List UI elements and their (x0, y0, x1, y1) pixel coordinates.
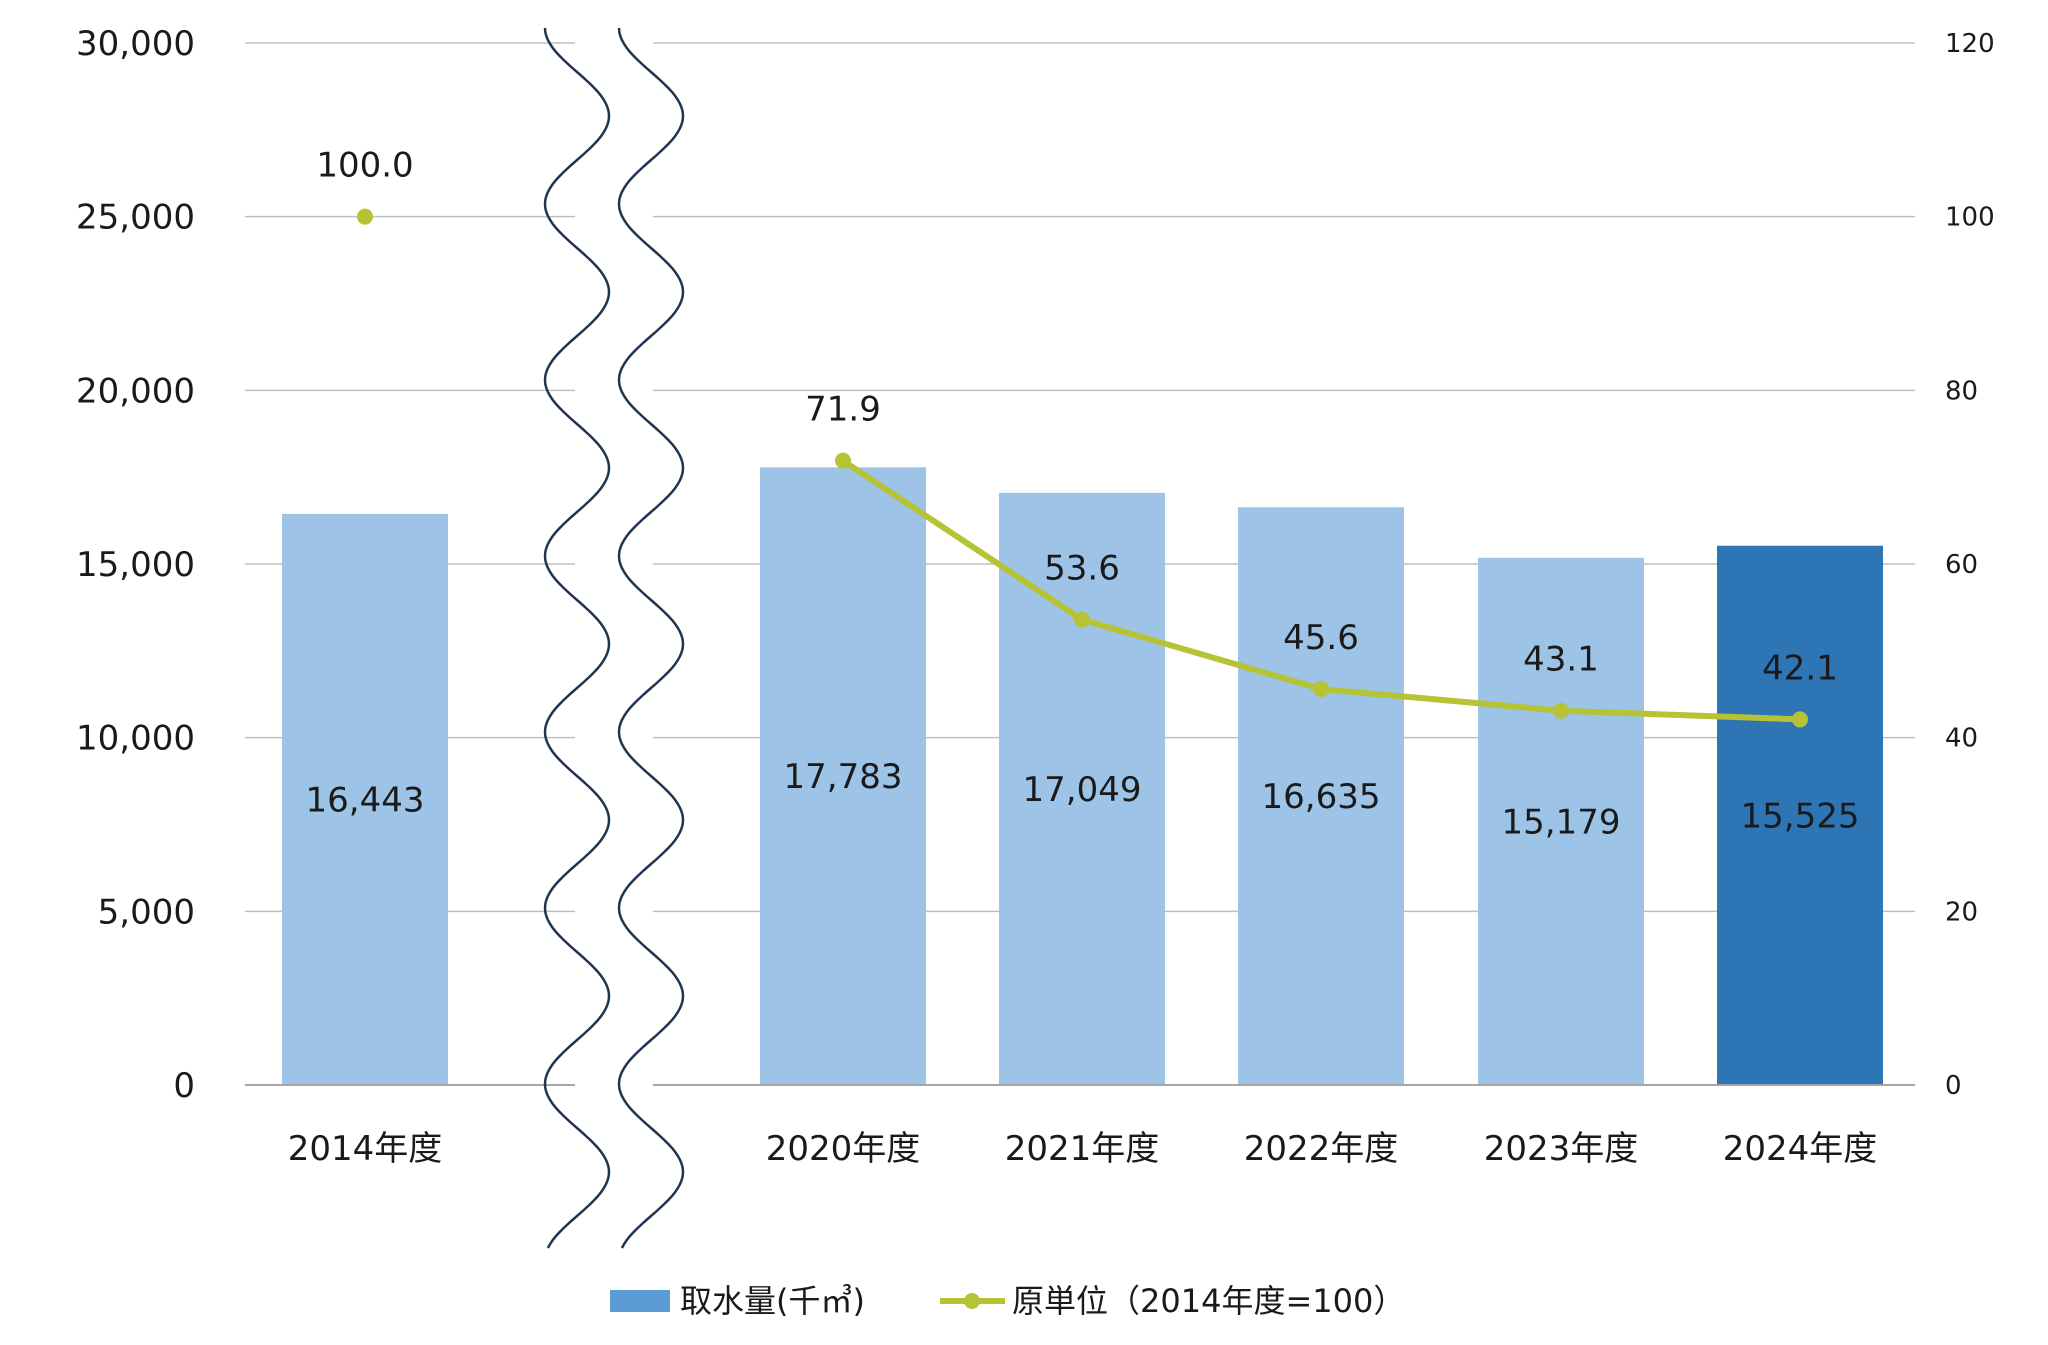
line-data-label: 100.0 (316, 146, 413, 186)
bar (999, 492, 1165, 1085)
y-right-tick-label: 20 (1945, 897, 1978, 927)
legend-swatch-marker (964, 1293, 980, 1309)
legend: 取水量(千㎥) 原単位（2014年度=100） (610, 1282, 1405, 1320)
y-left-tick-label: 30,000 (76, 24, 195, 64)
y-left-tick-label: 25,000 (76, 198, 195, 238)
y-left-tick-label: 10,000 (76, 719, 195, 759)
bar-series (282, 467, 1883, 1085)
line-marker (835, 452, 851, 469)
x-tick-label: 2022年度 (1244, 1129, 1399, 1169)
bar-data-label: 16,635 (1262, 777, 1381, 817)
bar-data-label: 15,525 (1741, 796, 1860, 836)
y-left-tick-label: 20,000 (76, 371, 195, 411)
y-left-tick-label: 0 (173, 1066, 195, 1106)
bar (1238, 507, 1404, 1085)
axis-break (543, 27, 685, 1249)
y-right-tick-label: 100 (1945, 203, 1995, 233)
legend-label-line: 原単位（2014年度=100） (1012, 1282, 1405, 1320)
line-marker (1313, 681, 1329, 698)
bar-data-label: 15,179 (1502, 802, 1621, 842)
y-left-tick-label: 15,000 (76, 545, 195, 585)
line-series (357, 208, 1808, 728)
x-tick-label: 2020年度 (766, 1129, 921, 1169)
line-marker (357, 208, 373, 225)
bar (1717, 545, 1883, 1085)
axis-break-band (575, 28, 653, 1097)
line-data-label: 42.1 (1762, 648, 1838, 688)
legend-swatch-bar (610, 1290, 670, 1312)
bar (282, 513, 448, 1085)
y-right-tick-label: 0 (1945, 1071, 1962, 1101)
line-data-label: 45.6 (1283, 618, 1359, 658)
y-right-tick-label: 60 (1945, 550, 1978, 580)
line-data-label: 53.6 (1044, 549, 1120, 589)
bar (760, 467, 926, 1085)
line-data-label: 71.9 (805, 390, 881, 430)
y-right-tick-label: 120 (1945, 29, 1995, 59)
bar-data-label: 17,783 (784, 757, 903, 797)
line-marker (1074, 611, 1090, 628)
line-marker (1553, 702, 1569, 719)
line-data-label: 43.1 (1523, 640, 1599, 680)
legend-label-bar: 取水量(千㎥) (680, 1282, 865, 1320)
y-right-tick-label: 80 (1945, 376, 1978, 406)
line-marker (1792, 711, 1808, 728)
y-left-tick-label: 5,000 (98, 892, 195, 932)
x-tick-label: 2014年度 (288, 1129, 443, 1169)
bar-data-label: 17,049 (1023, 770, 1142, 810)
bar-data-label: 16,443 (306, 780, 425, 820)
bar (1478, 557, 1644, 1085)
chart-labels: 0 5,000 10,000 15,000 20,000 25,000 30,000 0 20 4… (76, 24, 1995, 1169)
x-tick-label: 2023年度 (1484, 1129, 1639, 1169)
x-tick-label: 2021年度 (1005, 1129, 1160, 1169)
x-tick-label: 2024年度 (1723, 1129, 1878, 1169)
axis-break-wave (543, 27, 611, 1249)
y-right-tick-label: 40 (1945, 724, 1978, 754)
axis-break-wave (617, 27, 685, 1249)
